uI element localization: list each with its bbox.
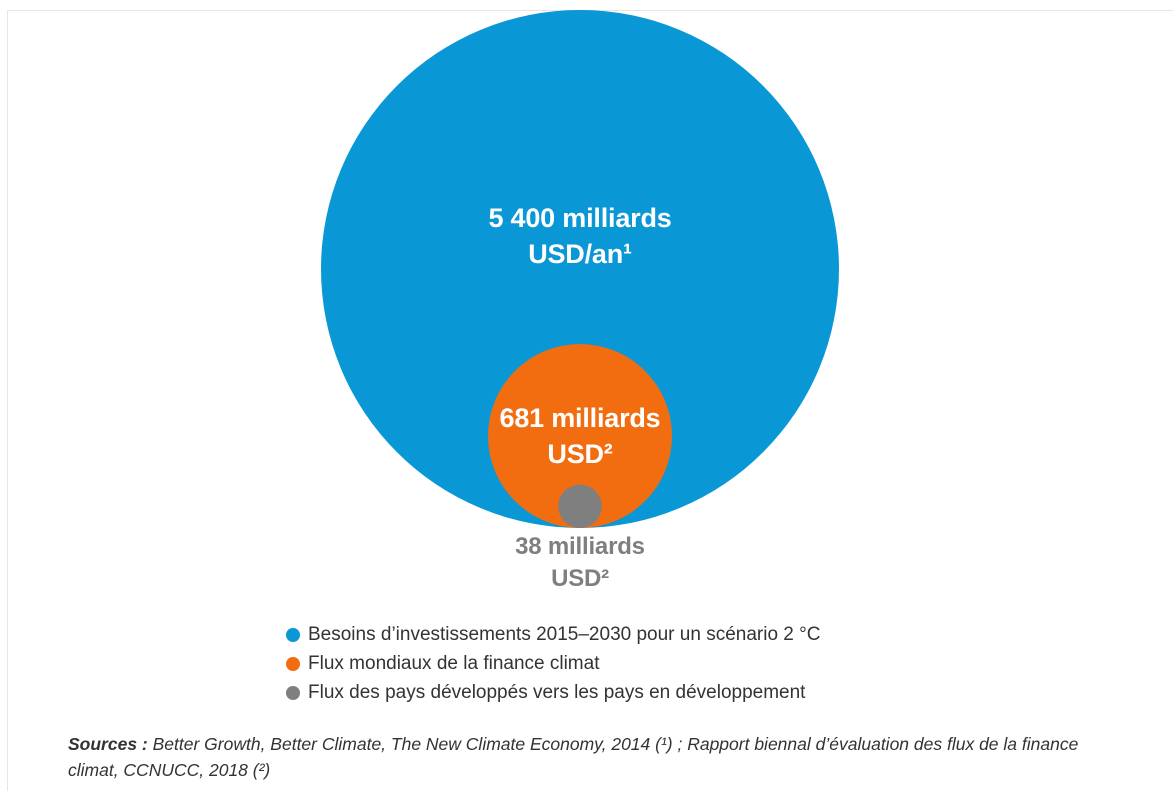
bubble-global-flows	[488, 344, 672, 528]
bubble-label-investment-needs: 5 400 milliards USD/an¹	[440, 200, 720, 272]
sources-text: Better Growth, Better Climate, The New C…	[68, 734, 1079, 780]
bubble-label-investment-needs-unit: USD/an¹	[528, 239, 632, 269]
bubble-label-investment-needs-value: 5 400 milliards	[488, 203, 672, 233]
legend-dot-global-flows	[286, 656, 300, 671]
legend-dot-investment-needs	[286, 627, 300, 642]
bubble-label-global-flows-unit: USD²	[547, 439, 613, 469]
bubble-label-developed-flows-unit: USD²	[551, 565, 609, 592]
legend-dot-developed-flows	[286, 685, 300, 700]
sources-note: Sources : Better Growth, Better Climate,…	[68, 731, 1128, 783]
bubble-label-developed-flows: 38 milliards USD²	[460, 531, 700, 595]
bubble-label-global-flows-value: 681 milliards	[499, 403, 661, 433]
legend-item-investment-needs: Besoins d’investissements 2015–2030 pour…	[286, 620, 820, 649]
legend-label-developed-flows: Flux des pays développés vers les pays e…	[308, 681, 806, 703]
bubble-label-developed-flows-value: 38 milliards	[515, 533, 645, 560]
legend: Besoins d’investissements 2015–2030 pour…	[286, 620, 820, 707]
sources-label: Sources :	[68, 734, 148, 754]
bubble-label-global-flows: 681 milliards USD²	[450, 400, 710, 472]
bubble-investment-needs	[321, 10, 839, 528]
legend-item-global-flows: Flux mondiaux de la finance climat	[286, 649, 820, 678]
legend-label-investment-needs: Besoins d’investissements 2015–2030 pour…	[308, 623, 821, 645]
legend-label-global-flows: Flux mondiaux de la finance climat	[308, 652, 600, 674]
bubble-developed-flows	[558, 484, 602, 528]
legend-item-developed-flows: Flux des pays développés vers les pays e…	[286, 678, 820, 707]
